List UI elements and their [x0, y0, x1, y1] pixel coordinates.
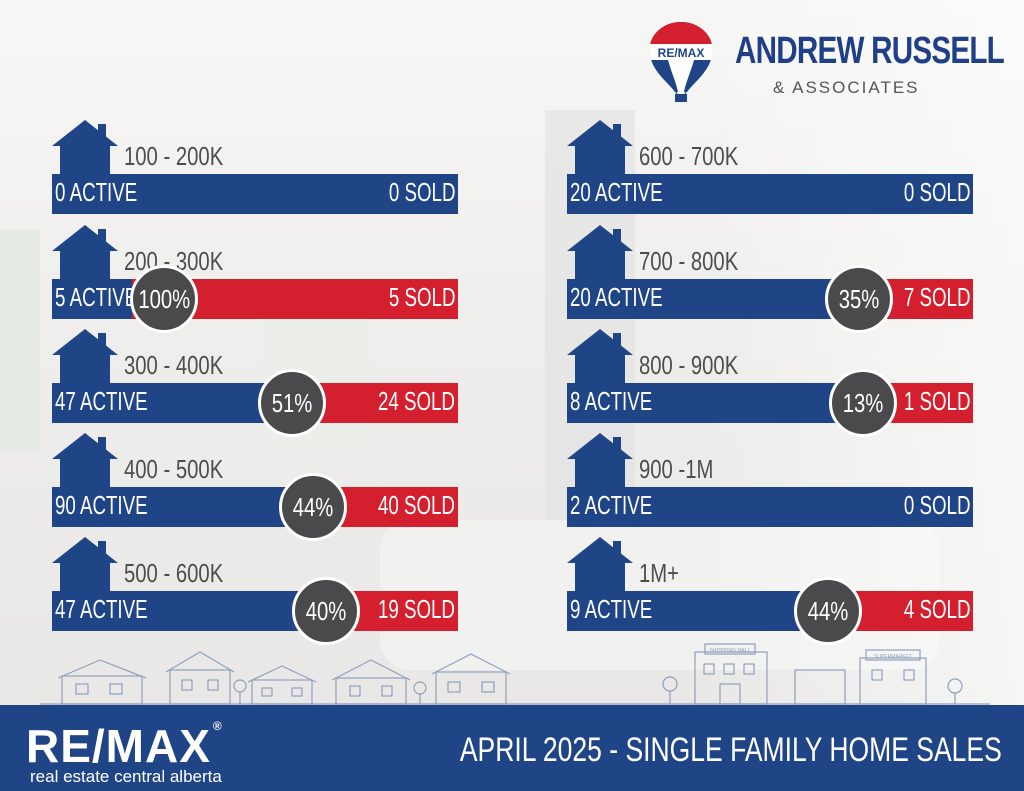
active-sold-bar: 9 ACTIVE 4 SOLD: [567, 591, 973, 631]
town-illustration: SHOPPING MALL SUPERMARKET: [40, 643, 990, 705]
house-icon: [567, 120, 633, 176]
active-count: 20 ACTIVE: [570, 177, 663, 207]
price-range-label: 800 - 900K: [639, 350, 739, 380]
house-icon: [567, 225, 633, 281]
sold-count: 19 SOLD: [377, 594, 455, 624]
house-icon: [52, 120, 118, 176]
active-count: 90 ACTIVE: [55, 490, 148, 520]
house-icon: [52, 433, 118, 489]
footer-logo-text: RE/MAX: [26, 720, 211, 772]
house-icon: [567, 329, 633, 385]
window: [0, 230, 40, 450]
price-range-label: 300 - 400K: [124, 350, 224, 380]
percent-sold-value: 100%: [138, 283, 190, 314]
mall-sign: SHOPPING MALL: [710, 648, 751, 654]
percent-sold-value: 13%: [842, 387, 884, 418]
brand-block: ANDREW RUSSELL & ASSOCIATES: [735, 30, 1024, 97]
percent-sold-badge: 35%: [825, 265, 893, 333]
price-range-label: 1M+: [639, 558, 680, 588]
active-count: 47 ACTIVE: [55, 594, 148, 624]
supermarket-sign: SUPERMARKET: [874, 654, 912, 660]
balloon-text: RE/MAX: [658, 46, 705, 60]
percent-sold-badge: 44%: [794, 577, 862, 645]
active-sold-bar: 5 ACTIVE 5 SOLD: [52, 279, 458, 319]
registered-mark-icon: ®: [212, 719, 223, 733]
price-range-row: 200 - 300K 5 ACTIVE 5 SOLD 100%: [52, 225, 458, 333]
price-range-label: 600 - 700K: [639, 141, 739, 171]
price-range-row: 300 - 400K 47 ACTIVE 24 SOLD 51%: [52, 329, 458, 437]
price-range-label: 700 - 800K: [639, 246, 739, 276]
percent-sold-value: 35%: [838, 283, 880, 314]
sold-count: 40 SOLD: [377, 490, 455, 520]
active-count: 0 ACTIVE: [55, 177, 138, 207]
active-sold-bar: 90 ACTIVE 40 SOLD: [52, 487, 458, 527]
percent-sold-badge: 13%: [829, 369, 897, 437]
percent-sold-value: 44%: [807, 595, 849, 626]
active-sold-bar: 2 ACTIVE 0 SOLD: [567, 487, 973, 527]
sold-count: 0 SOLD: [903, 490, 970, 520]
percent-sold-value: 44%: [292, 491, 334, 522]
sold-count: 24 SOLD: [377, 386, 455, 416]
price-range-row: 900 -1M 2 ACTIVE 0 SOLD: [567, 433, 973, 527]
percent-sold-badge: 44%: [279, 473, 347, 541]
brand-subtitle: & ASSOCIATES: [773, 78, 920, 97]
house-icon: [52, 225, 118, 281]
house-icon: [567, 537, 633, 593]
percent-sold-value: 51%: [271, 387, 313, 418]
active-sold-bar: 20 ACTIVE 0 SOLD: [567, 174, 973, 214]
active-count: 5 ACTIVE: [55, 282, 138, 312]
price-range-label: 500 - 600K: [124, 558, 224, 588]
sold-count: 0 SOLD: [903, 177, 970, 207]
active-count: 47 ACTIVE: [55, 386, 148, 416]
remax-footer-logo: RE/MAX ®: [26, 719, 223, 773]
active-sold-bar: 0 ACTIVE 0 SOLD: [52, 174, 458, 214]
sold-count: 1 SOLD: [903, 386, 970, 416]
active-sold-bar: 47 ACTIVE 24 SOLD: [52, 383, 458, 423]
sold-count: 0 SOLD: [388, 177, 455, 207]
active-count: 9 ACTIVE: [570, 594, 653, 624]
house-icon: [52, 537, 118, 593]
price-range-label: 900 -1M: [639, 454, 714, 484]
house-icon: [567, 433, 633, 489]
active-count: 2 ACTIVE: [570, 490, 653, 520]
active-count: 20 ACTIVE: [570, 282, 663, 312]
active-sold-bar: 20 ACTIVE 7 SOLD: [567, 279, 973, 319]
price-range-row: 600 - 700K 20 ACTIVE 0 SOLD: [567, 120, 973, 214]
brand-name: ANDREW RUSSELL: [735, 30, 1005, 72]
footer-bar: RE/MAX ® real estate central alberta APRI…: [0, 705, 1024, 791]
house-icon: [52, 329, 118, 385]
active-sold-bar: 47 ACTIVE 19 SOLD: [52, 591, 458, 631]
remax-balloon-logo: RE/MAX: [650, 22, 712, 102]
active-sold-bar: 8 ACTIVE 1 SOLD: [567, 383, 973, 423]
footer-tagline: real estate central alberta: [30, 767, 222, 786]
price-range-row: 500 - 600K 47 ACTIVE 19 SOLD 40%: [52, 537, 458, 645]
price-range-row: 1M+ 9 ACTIVE 4 SOLD 44%: [567, 537, 973, 645]
report-title: APRIL 2025 - SINGLE FAMILY HOME SALES: [460, 731, 1002, 769]
price-range-label: 400 - 500K: [124, 454, 224, 484]
window-light: [700, 0, 1024, 705]
sold-count: 4 SOLD: [903, 594, 970, 624]
price-range-row: 400 - 500K 90 ACTIVE 40 SOLD 44%: [52, 433, 458, 541]
percent-sold-badge: 51%: [258, 369, 326, 437]
active-count: 8 ACTIVE: [570, 386, 653, 416]
percent-sold-badge: 40%: [292, 577, 360, 645]
price-range-row: 800 - 900K 8 ACTIVE 1 SOLD 13%: [567, 329, 973, 437]
price-range-label: 100 - 200K: [124, 141, 224, 171]
sold-count: 7 SOLD: [903, 282, 970, 312]
sold-count: 5 SOLD: [388, 282, 455, 312]
price-range-row: 100 - 200K 0 ACTIVE 0 SOLD: [52, 120, 458, 214]
percent-sold-value: 40%: [305, 595, 347, 626]
percent-sold-badge: 100%: [130, 265, 198, 333]
price-range-row: 700 - 800K 20 ACTIVE 7 SOLD 35%: [567, 225, 973, 333]
